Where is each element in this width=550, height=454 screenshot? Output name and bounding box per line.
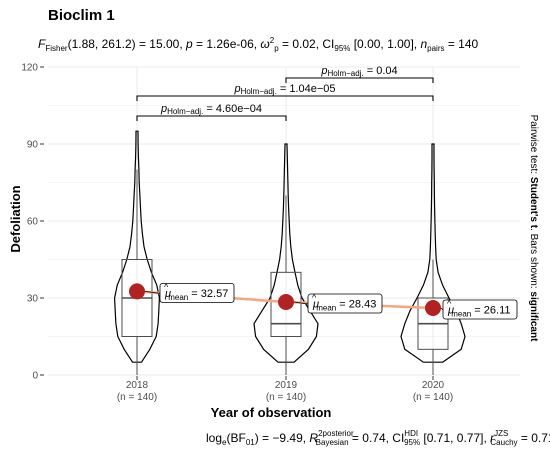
x-tick-label: 2020 xyxy=(422,380,445,391)
mean-label-2020: μ^mean = 26.11 xyxy=(440,298,518,320)
boxplot-2020 xyxy=(417,259,449,375)
chart-subtitle: FFisher(1.88, 261.2) = 15.00, p = 1.26e-… xyxy=(38,36,479,53)
mean-label-text: μ^mean = 28.43 xyxy=(312,293,376,313)
chart-title: Bioclim 1 xyxy=(48,7,115,24)
x-tick-n-label: (n = 140) xyxy=(413,392,453,403)
y-tick-label: 0 xyxy=(32,371,38,382)
bracket-label: pHolm−adj. = 0.04 xyxy=(320,65,397,78)
bracket-line xyxy=(136,115,287,121)
x-tick-n-label: (n = 140) xyxy=(117,392,157,403)
violin-2020 xyxy=(400,143,466,363)
mean-labels: μ^mean = 32.57 μ^mean = 28.43 μ^mean = 26.… xyxy=(144,282,518,320)
x-axis-title: Year of observation xyxy=(211,405,332,420)
bracket-label: pHolm−adj. = 4.60e−04 xyxy=(160,103,262,116)
mean-label-leader xyxy=(293,301,309,305)
mean-label-box xyxy=(159,283,235,303)
pairwise-test-label: Pairwise test: Student's t. Bars shown: … xyxy=(528,115,539,343)
bracket-line xyxy=(136,95,434,101)
mean-points xyxy=(129,283,441,316)
y-axis: 0 30 60 90 120 xyxy=(21,63,44,382)
box-iqr xyxy=(270,271,302,338)
pairwise-bracket: pHolm−adj. = 4.60e−04 xyxy=(136,103,287,121)
boxplot-2019 xyxy=(270,195,302,375)
mean-point-2019 xyxy=(278,294,294,311)
mean-label-2019: μ^mean = 28.43 xyxy=(293,293,383,314)
x-tick-label: 2018 xyxy=(126,380,149,391)
mean-label-box xyxy=(442,299,518,320)
y-tick-label: 120 xyxy=(21,63,38,74)
bracket-line xyxy=(285,77,434,83)
y-axis-title: Defoliation xyxy=(8,185,23,252)
pairwise-bracket: pHolm−adj. = 1.04e−05 xyxy=(136,83,434,101)
mean-label-leader xyxy=(144,291,161,294)
grid-lines xyxy=(48,66,520,376)
violins xyxy=(113,130,466,363)
x-axis: 2018(n = 140)2019(n = 140)2020(n = 140) xyxy=(117,376,453,403)
mean-label-text: μ^mean = 26.11 xyxy=(447,298,511,318)
mean-label-2018: μ^mean = 32.57 xyxy=(144,282,235,303)
boxplots xyxy=(121,169,449,375)
y-tick-label: 30 xyxy=(27,294,39,305)
y-tick-label: 60 xyxy=(27,217,39,228)
mean-label-box xyxy=(307,293,383,314)
bracket-label: pHolm−adj. = 1.04e−05 xyxy=(233,83,335,96)
x-tick-label: 2019 xyxy=(275,380,298,391)
pairwise-bracket: pHolm−adj. = 0.04 xyxy=(285,65,434,83)
pairwise-brackets: pHolm−adj. = 4.60e−04 pHolm−adj. = 1.04e−… xyxy=(136,65,434,121)
mean-point-2020 xyxy=(425,299,441,316)
violin-2019 xyxy=(253,143,319,363)
violin-2018 xyxy=(113,130,161,363)
chart-caption: loge(BF01) = −9.49, R2posterior Bayesian … xyxy=(206,429,550,447)
y-tick-label: 90 xyxy=(27,140,39,151)
mean-label-text: μ^mean = 32.57 xyxy=(164,282,228,302)
mean-point-2018 xyxy=(129,283,145,300)
x-tick-n-label: (n = 140) xyxy=(266,392,306,403)
